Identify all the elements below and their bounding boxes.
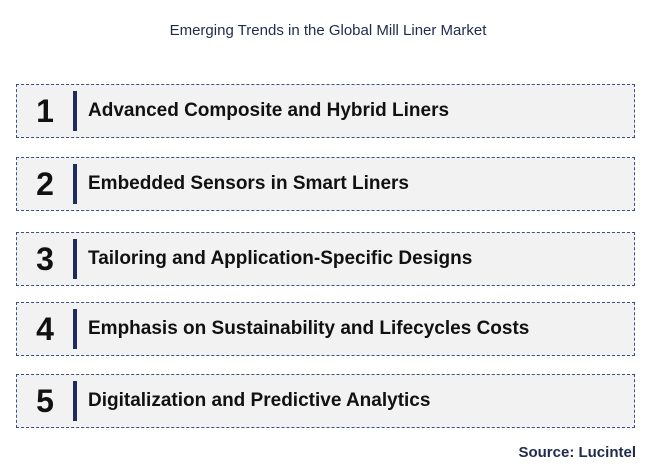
trend-label: Digitalization and Predictive Analytics (88, 390, 431, 411)
trend-item-5: 5 Digitalization and Predictive Analytic… (16, 374, 635, 428)
trend-number: 3 (36, 240, 54, 277)
trend-number: 4 (36, 310, 54, 347)
trend-divider (73, 239, 77, 279)
trend-divider (73, 381, 77, 421)
page-title: Emerging Trends in the Global Mill Liner… (169, 22, 487, 39)
trend-divider (73, 164, 77, 204)
trend-label: Tailoring and Application-Specific Desig… (88, 248, 473, 269)
trend-item-1: 1 Advanced Composite and Hybrid Liners (16, 84, 635, 138)
trend-item-2: 2 Embedded Sensors in Smart Liners (16, 157, 635, 211)
trend-item-4: 4 Emphasis on Sustainability and Lifecyc… (16, 302, 635, 356)
trend-number: 2 (36, 165, 54, 202)
source-note: Source: Lucintel (518, 444, 636, 461)
trend-item-3: 3 Tailoring and Application-Specific Des… (16, 232, 635, 286)
trend-label: Advanced Composite and Hybrid Liners (88, 100, 450, 121)
trend-label: Emphasis on Sustainability and Lifecycle… (88, 318, 530, 339)
trend-label: Embedded Sensors in Smart Liners (88, 173, 409, 194)
trend-number: 1 (36, 92, 54, 129)
trend-number: 5 (36, 382, 54, 419)
trend-divider (73, 91, 77, 131)
trend-divider (73, 309, 77, 349)
